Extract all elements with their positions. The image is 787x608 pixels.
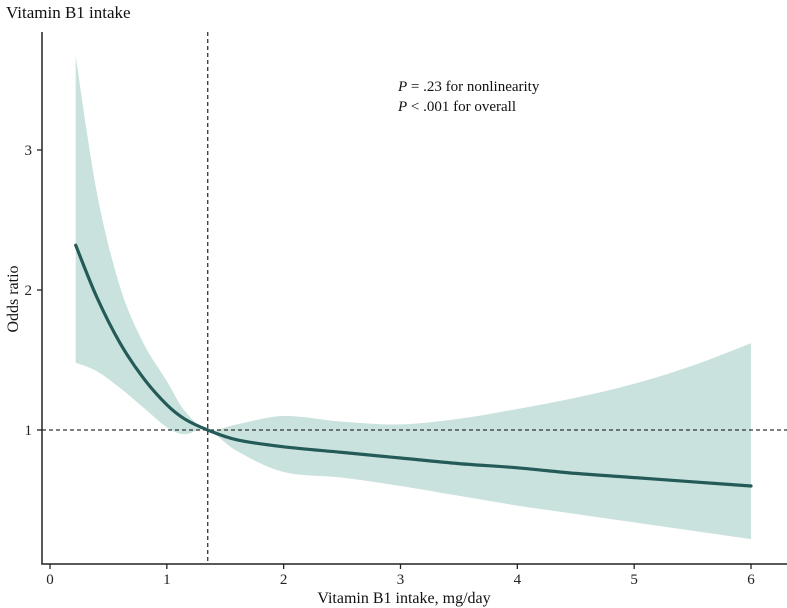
overall-p-value: P < .001 for overall xyxy=(397,99,516,115)
x-tick-label-1: 1 xyxy=(163,572,171,588)
plot-area xyxy=(42,32,787,564)
x-tick-label-0: 0 xyxy=(46,572,54,588)
y-tick-label-3: 3 xyxy=(25,143,33,159)
odds-ratio-curve-0 xyxy=(74,243,753,488)
axes: 0 1 2 3 4 5 6 1 2 3 xyxy=(25,32,787,588)
nonlinearity-p-symbol: P xyxy=(397,79,407,95)
overall-p-symbol: P xyxy=(397,99,407,115)
x-tick-label-2: 2 xyxy=(280,572,288,588)
x-axis-title: Vitamin B1 intake, mg/day xyxy=(317,590,490,607)
x-tick-label-6: 6 xyxy=(747,572,755,588)
x-tick-label-5: 5 xyxy=(630,572,638,588)
x-tick-label-4: 4 xyxy=(514,572,522,588)
y-tick-label-2: 2 xyxy=(25,283,33,299)
nonlinearity-p-value: P = .23 for nonlinearity xyxy=(397,79,540,95)
nonlinearity-p-text: = .23 for nonlinearity xyxy=(407,79,540,95)
y-axis-title: Odds ratio xyxy=(5,265,22,332)
y-tick-label-1: 1 xyxy=(25,423,33,439)
chart-title: Vitamin B1 intake xyxy=(6,3,131,22)
confidence-band-0 xyxy=(75,56,751,540)
x-tick-label-3: 3 xyxy=(397,572,405,588)
overall-p-text: < .001 for overall xyxy=(407,99,516,115)
